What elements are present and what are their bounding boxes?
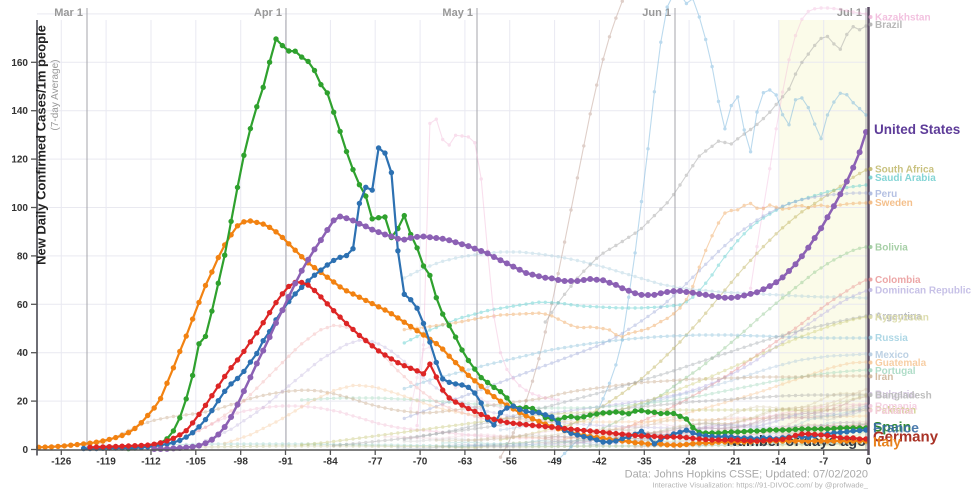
svg-text:Mexico: Mexico [875, 350, 909, 361]
svg-text:(7-day Average): (7-day Average) [50, 60, 61, 131]
svg-text:120: 120 [11, 155, 28, 166]
svg-text:-70: -70 [413, 457, 428, 468]
svg-text:Interactive Visualization: htt: Interactive Visualization: https://91-DI… [652, 481, 868, 490]
svg-text:New Daily Confirmed Cases/1m p: New Daily Confirmed Cases/1m people [34, 25, 49, 265]
svg-text:160: 160 [11, 58, 28, 69]
svg-text:0: 0 [866, 457, 872, 468]
svg-text:-42: -42 [592, 457, 607, 468]
svg-text:40: 40 [17, 348, 29, 359]
svg-text:Brazil: Brazil [875, 20, 902, 31]
svg-text:France: France [873, 420, 919, 436]
svg-text:Iran: Iran [875, 372, 893, 383]
svg-text:-21: -21 [727, 457, 742, 468]
svg-text:Apr 1: Apr 1 [254, 7, 282, 19]
svg-text:Bulgaria: Bulgaria [875, 390, 915, 401]
svg-text:South Africa: South Africa [875, 165, 935, 176]
svg-text:Kazakhstan: Kazakhstan [875, 13, 931, 24]
svg-text:0: 0 [22, 445, 28, 456]
svg-text:Dominican Republic: Dominican Republic [875, 286, 972, 297]
svg-text:Mar 1: Mar 1 [54, 7, 83, 19]
svg-text:-63: -63 [458, 457, 473, 468]
svg-text:Kyrgyzstan: Kyrgyzstan [875, 313, 929, 324]
svg-text:Colombia: Colombia [875, 275, 921, 286]
svg-text:-35: -35 [637, 457, 652, 468]
svg-text:Peru: Peru [875, 189, 897, 200]
svg-text:Portugal: Portugal [875, 366, 916, 377]
svg-text:Argentina: Argentina [875, 312, 922, 323]
svg-text:United States: United States [874, 122, 960, 137]
svg-text:-91: -91 [278, 457, 293, 468]
svg-text:Guatemala: Guatemala [875, 358, 927, 369]
svg-text:60: 60 [17, 300, 29, 311]
svg-text:Data: Johns Hopkins CSSE; Upda: Data: Johns Hopkins CSSE; Updated: 07/02… [625, 469, 868, 481]
svg-text:-126: -126 [51, 457, 71, 468]
svg-text:-84: -84 [323, 457, 338, 468]
svg-text:Sweden: Sweden [875, 198, 913, 209]
svg-text:May 1: May 1 [442, 7, 473, 19]
svg-text:80: 80 [17, 251, 29, 262]
svg-text:-105: -105 [186, 457, 206, 468]
svg-text:-77: -77 [368, 457, 383, 468]
svg-text:Italy: Italy [873, 434, 901, 450]
svg-text:Bolivia: Bolivia [875, 243, 908, 254]
svg-text:Germany: Germany [873, 429, 939, 446]
svg-text:-112: -112 [141, 457, 161, 468]
svg-text:-7: -7 [819, 457, 828, 468]
svg-text:-14: -14 [772, 457, 787, 468]
svg-text:140: 140 [11, 106, 28, 117]
svg-text:Bangladesh: Bangladesh [875, 391, 932, 402]
svg-text:-56: -56 [502, 457, 517, 468]
svg-text:Pakistan: Pakistan [875, 406, 916, 417]
svg-text:Saudi Arabia: Saudi Arabia [875, 173, 936, 184]
svg-text:Russia: Russia [875, 333, 908, 344]
svg-text:Romania: Romania [875, 402, 918, 413]
svg-text:-98: -98 [233, 457, 248, 468]
svg-text:20: 20 [17, 397, 29, 408]
svg-text:-28: -28 [682, 457, 697, 468]
svg-text:Panama: Panama [875, 406, 914, 417]
svg-text:100: 100 [11, 203, 28, 214]
svg-text:Spain: Spain [873, 419, 911, 435]
svg-text:-119: -119 [96, 457, 116, 468]
svg-text:-49: -49 [547, 457, 562, 468]
